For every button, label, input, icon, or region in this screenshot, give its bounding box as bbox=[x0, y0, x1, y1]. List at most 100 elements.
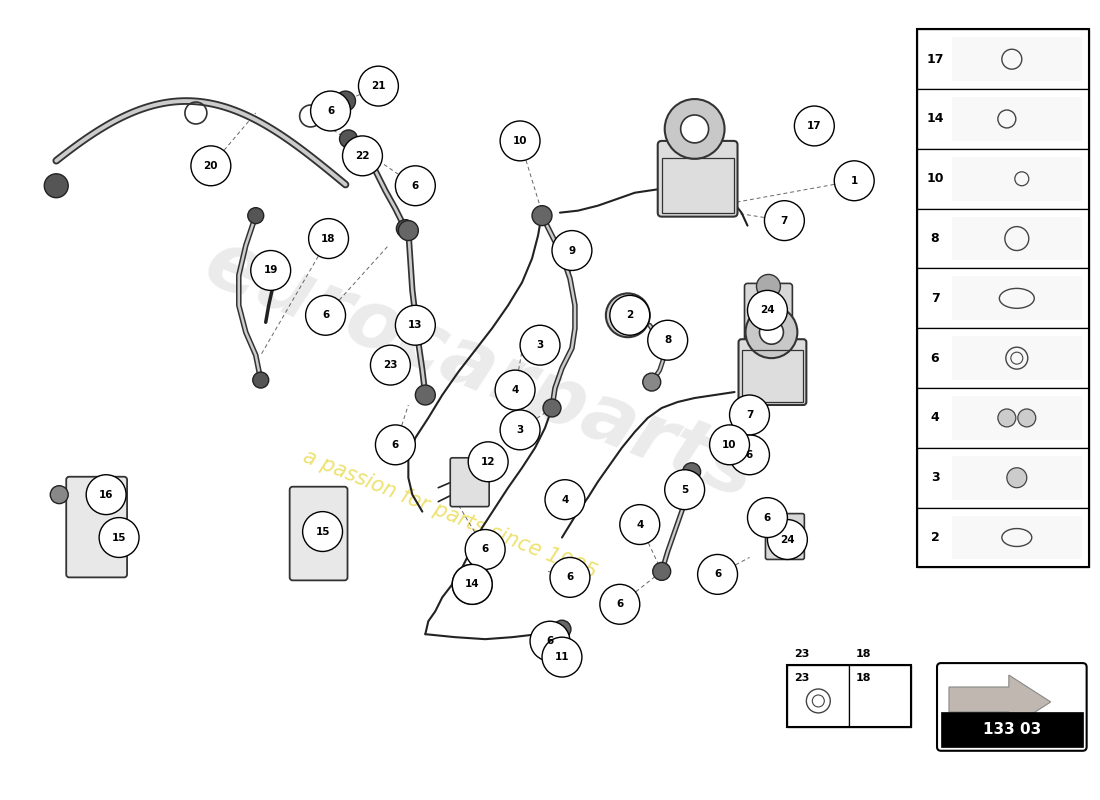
Bar bbox=[849, 665, 911, 727]
Circle shape bbox=[618, 306, 638, 326]
Text: 17: 17 bbox=[926, 53, 944, 66]
Bar bbox=[952, 38, 1081, 81]
Circle shape bbox=[395, 166, 436, 206]
Bar bbox=[952, 456, 1081, 500]
Text: 23: 23 bbox=[794, 673, 810, 683]
Text: eurocarparts: eurocarparts bbox=[194, 224, 767, 516]
Circle shape bbox=[652, 562, 671, 580]
Circle shape bbox=[261, 263, 285, 287]
Bar bbox=[917, 30, 1089, 89]
FancyBboxPatch shape bbox=[658, 141, 737, 217]
Text: 133 03: 133 03 bbox=[982, 722, 1041, 737]
Circle shape bbox=[542, 637, 582, 677]
Text: 5: 5 bbox=[681, 485, 689, 494]
Text: 15: 15 bbox=[316, 526, 330, 537]
FancyBboxPatch shape bbox=[738, 339, 806, 405]
Bar bbox=[917, 328, 1089, 388]
Circle shape bbox=[664, 99, 725, 159]
Text: 24: 24 bbox=[760, 306, 774, 315]
Circle shape bbox=[253, 372, 268, 388]
Circle shape bbox=[553, 620, 571, 638]
Bar bbox=[917, 149, 1089, 209]
Bar bbox=[952, 97, 1081, 141]
Circle shape bbox=[416, 385, 436, 405]
Circle shape bbox=[760, 330, 777, 346]
Text: 1: 1 bbox=[850, 176, 858, 186]
FancyBboxPatch shape bbox=[766, 514, 804, 559]
Circle shape bbox=[768, 519, 807, 559]
Bar bbox=[917, 508, 1089, 567]
Circle shape bbox=[336, 91, 355, 111]
FancyBboxPatch shape bbox=[66, 477, 128, 578]
Text: 6: 6 bbox=[746, 450, 754, 460]
Circle shape bbox=[86, 474, 126, 514]
Text: 18: 18 bbox=[856, 673, 871, 683]
Polygon shape bbox=[949, 675, 1050, 729]
Circle shape bbox=[309, 218, 349, 258]
Bar bbox=[788, 665, 849, 727]
Circle shape bbox=[359, 66, 398, 106]
Circle shape bbox=[465, 530, 505, 570]
Text: 18: 18 bbox=[321, 234, 336, 243]
FancyBboxPatch shape bbox=[450, 458, 490, 506]
Text: 7: 7 bbox=[781, 216, 788, 226]
Circle shape bbox=[520, 326, 560, 365]
Text: 4: 4 bbox=[636, 519, 644, 530]
Bar bbox=[952, 396, 1081, 440]
Text: 6: 6 bbox=[327, 106, 334, 116]
Text: 16: 16 bbox=[99, 490, 113, 500]
Text: 14: 14 bbox=[465, 579, 480, 590]
Circle shape bbox=[664, 470, 705, 510]
Circle shape bbox=[251, 250, 290, 290]
Circle shape bbox=[609, 295, 650, 335]
Circle shape bbox=[729, 395, 769, 435]
Text: 23: 23 bbox=[383, 360, 398, 370]
Bar bbox=[917, 448, 1089, 508]
Text: 6: 6 bbox=[566, 572, 573, 582]
Circle shape bbox=[396, 220, 415, 238]
Circle shape bbox=[759, 320, 783, 344]
Circle shape bbox=[642, 373, 661, 391]
Circle shape bbox=[794, 106, 834, 146]
Text: 6: 6 bbox=[392, 440, 399, 450]
Circle shape bbox=[395, 306, 436, 345]
Circle shape bbox=[552, 230, 592, 270]
Text: 6: 6 bbox=[411, 181, 419, 190]
Circle shape bbox=[746, 306, 798, 358]
Text: 14: 14 bbox=[926, 113, 944, 126]
Text: 6: 6 bbox=[322, 310, 329, 320]
Bar bbox=[662, 158, 734, 213]
Circle shape bbox=[469, 442, 508, 482]
Circle shape bbox=[532, 206, 552, 226]
Circle shape bbox=[191, 146, 231, 186]
Circle shape bbox=[495, 370, 535, 410]
Circle shape bbox=[550, 558, 590, 598]
Circle shape bbox=[452, 565, 492, 604]
Circle shape bbox=[44, 174, 68, 198]
Text: 24: 24 bbox=[780, 534, 794, 545]
Bar bbox=[940, 712, 1082, 746]
Circle shape bbox=[619, 505, 660, 545]
Circle shape bbox=[1006, 468, 1026, 488]
Text: 22: 22 bbox=[355, 151, 370, 161]
Bar bbox=[917, 269, 1089, 328]
Circle shape bbox=[764, 201, 804, 241]
Bar bbox=[952, 157, 1081, 201]
Bar bbox=[952, 515, 1081, 559]
Text: 18: 18 bbox=[856, 649, 871, 659]
Bar bbox=[952, 336, 1081, 380]
Bar bbox=[952, 277, 1081, 320]
Text: 7: 7 bbox=[746, 410, 754, 420]
Circle shape bbox=[681, 115, 708, 143]
Text: 8: 8 bbox=[664, 335, 671, 346]
Text: 6: 6 bbox=[763, 513, 771, 522]
Bar bbox=[917, 388, 1089, 448]
Text: 21: 21 bbox=[371, 81, 386, 91]
Bar bbox=[917, 30, 1089, 567]
Circle shape bbox=[606, 294, 650, 338]
FancyBboxPatch shape bbox=[745, 283, 792, 342]
Circle shape bbox=[99, 518, 139, 558]
Circle shape bbox=[600, 584, 640, 624]
Text: 15: 15 bbox=[112, 533, 126, 542]
Text: 7: 7 bbox=[931, 292, 939, 305]
